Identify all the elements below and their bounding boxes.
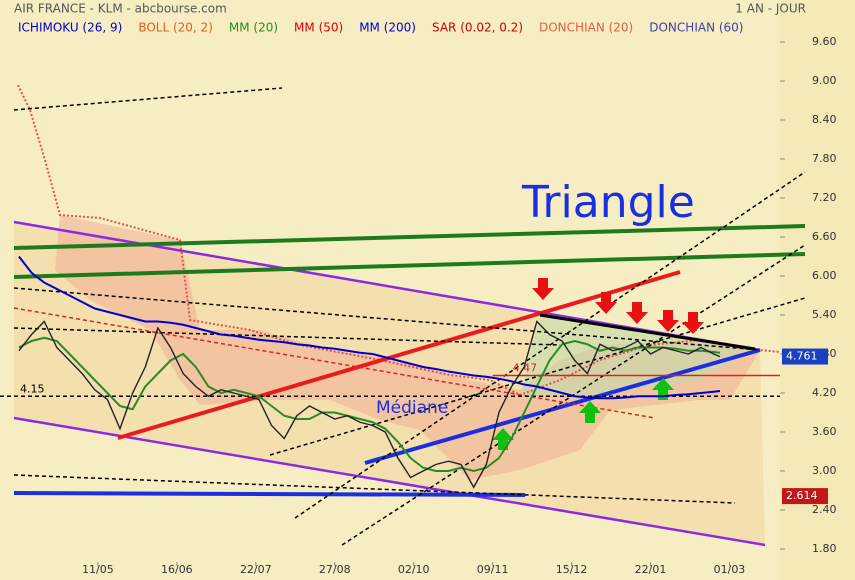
axis-band <box>780 0 855 580</box>
annotation: Triangle <box>521 177 695 228</box>
dashed-line <box>13 327 561 346</box>
level-label: 4.15 <box>20 382 45 395</box>
x-tick-label: 22/07 <box>240 563 272 576</box>
y-tick-label: 7.80 <box>812 152 837 165</box>
legend-entry: DONCHIAN (60) <box>649 21 743 35</box>
level-label: 4.47 <box>513 361 538 374</box>
price-tag-label: 4.761 <box>786 350 818 363</box>
dashed-line <box>269 297 806 456</box>
sell-arrows <box>532 278 704 334</box>
trendline <box>117 270 681 440</box>
price-tag-label: 2.614 <box>786 489 818 502</box>
dashed-line <box>13 474 736 504</box>
legend-entry: DONCHIAN (20) <box>539 21 633 35</box>
trendline <box>13 252 806 279</box>
y-tick-label: 9.60 <box>812 35 837 48</box>
legend-entry: MM (200) <box>359 21 416 35</box>
legend-entry: SAR (0.02, 0.2) <box>432 21 523 35</box>
y-tick-label: 7.20 <box>812 191 837 204</box>
y-tick-label: 1.80 <box>812 542 837 555</box>
y-tick-label: 3.60 <box>812 425 837 438</box>
x-tick-label: 27/08 <box>319 563 351 576</box>
legend-entry: MM (50) <box>294 21 343 35</box>
y-tick-label: 5.40 <box>812 308 837 321</box>
price-tag <box>782 488 828 505</box>
x-tick-label: 22/01 <box>635 563 667 576</box>
dashed-line <box>294 171 806 519</box>
annotation: Médiane <box>376 398 448 418</box>
chart-subtitle: 1 AN - JOUR <box>735 2 806 16</box>
buy-arrows <box>492 378 674 450</box>
price-line <box>18 320 721 489</box>
trendline <box>13 224 806 250</box>
price-tag <box>782 348 828 365</box>
trendline <box>539 313 756 351</box>
x-tick-label: 15/12 <box>556 563 588 576</box>
legend-entry: ICHIMOKU (26, 9) <box>18 21 122 35</box>
y-tick-label: 3.00 <box>812 464 837 477</box>
y-tick-label: 6.60 <box>812 230 837 243</box>
dashed-line <box>13 87 283 111</box>
chart-title: AIR FRANCE - KLM - abcbourse.com <box>14 2 227 16</box>
dashed-line <box>13 307 656 419</box>
y-tick-label: 6.00 <box>812 269 837 282</box>
y-tick-label: 2.40 <box>812 503 837 516</box>
x-tick-label: 02/10 <box>398 563 430 576</box>
x-tick-label: 11/05 <box>82 563 114 576</box>
trendline <box>364 348 761 465</box>
x-tick-label: 01/03 <box>714 563 746 576</box>
y-tick-label: 9.00 <box>812 74 837 87</box>
trendline <box>13 491 526 497</box>
indicator-line <box>18 255 721 400</box>
trendline <box>13 416 766 547</box>
legend-entry: BOLL (20, 2) <box>138 21 213 35</box>
y-tick-label: 8.40 <box>812 113 837 126</box>
legend-entry: MM (20) <box>229 21 278 35</box>
x-tick-label: 09/11 <box>477 563 509 576</box>
dashed-line <box>13 287 761 351</box>
y-tick-label: 4.20 <box>812 386 837 399</box>
x-tick-label: 16/06 <box>161 563 193 576</box>
ichimoku-cloud <box>55 215 760 480</box>
